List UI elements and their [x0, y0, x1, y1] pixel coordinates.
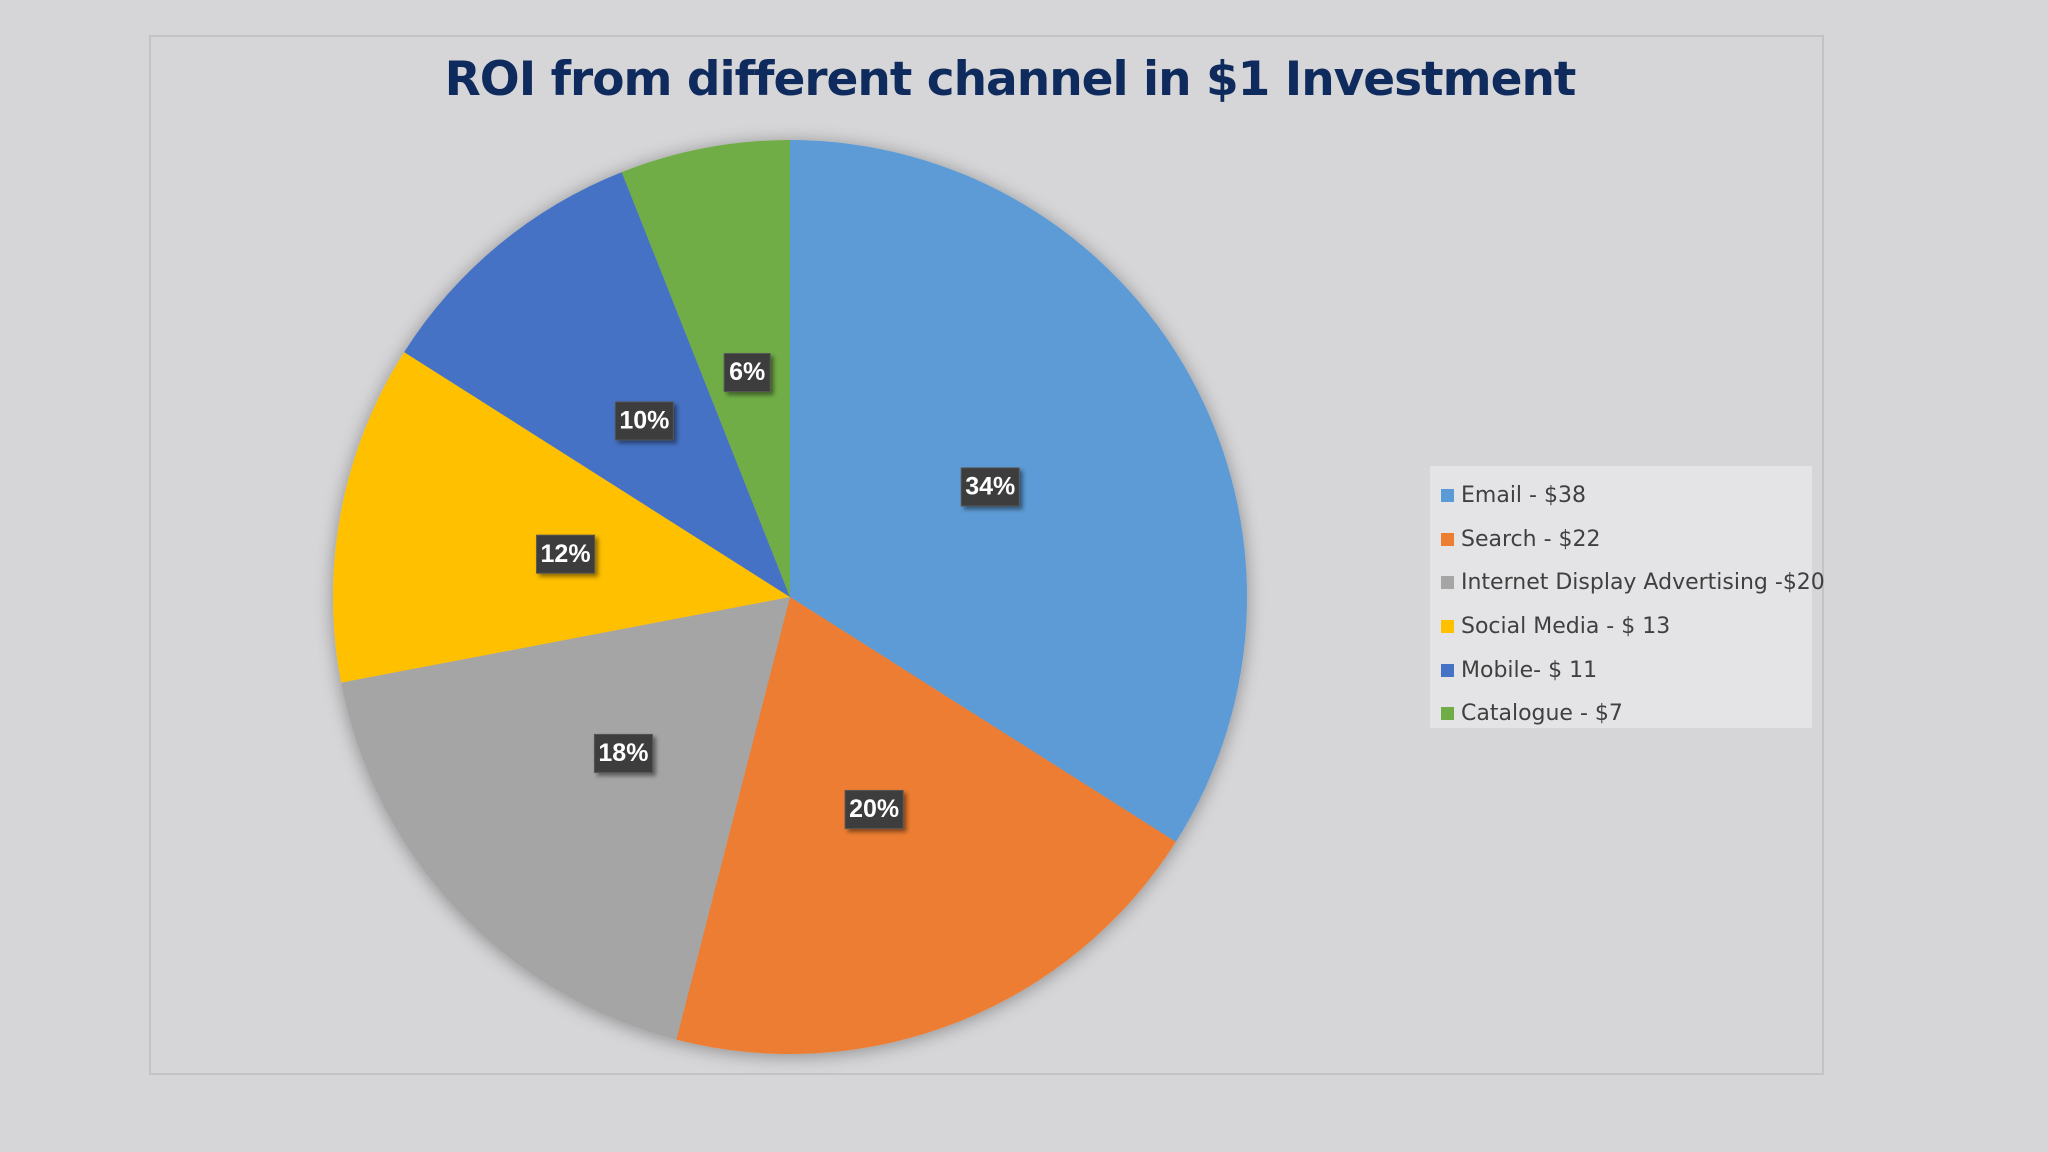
- data-label-box: [844, 789, 904, 829]
- legend-swatch: [1441, 620, 1454, 634]
- legend-item: Email - $38: [1430, 474, 1812, 518]
- legend-label: Search - $22: [1461, 526, 1601, 552]
- data-label-text: 12%: [541, 540, 591, 568]
- legend-label: Catalogue - $7: [1461, 701, 1623, 727]
- pie-slice-mobile: [404, 172, 790, 597]
- data-label-box: [593, 733, 653, 773]
- data-label-email: 34%: [960, 467, 1020, 507]
- data-label-box: [960, 467, 1020, 507]
- data-label-social-media: 12%: [536, 534, 596, 574]
- legend-swatch: [1441, 576, 1454, 590]
- pie-slices: [333, 140, 1248, 1054]
- data-label-text: 6%: [729, 358, 765, 386]
- data-label-internet-display-advertising: 18%: [593, 733, 653, 773]
- legend-item: Internet Display Advertising -$20: [1430, 561, 1825, 605]
- data-label-text: 34%: [965, 473, 1015, 501]
- legend-label: Email - $38: [1461, 483, 1586, 509]
- data-label-text: 20%: [849, 795, 899, 823]
- pie-data-labels: 34% 20% 18% 12% 10% 6%: [536, 353, 1020, 829]
- data-label-box: [536, 534, 596, 574]
- data-label-catalogue: 6%: [723, 353, 771, 393]
- chart-title: ROI from different channel in $1 Investm…: [444, 52, 1577, 107]
- legend-item: Catalogue - $7: [1430, 692, 1812, 736]
- legend-label: Mobile- $ 11: [1461, 657, 1598, 683]
- legend-swatch: [1441, 663, 1454, 677]
- data-label-box: [614, 401, 674, 441]
- legend-swatch: [1441, 707, 1454, 721]
- pie-slice-internet-display-advertising: [341, 597, 790, 1040]
- legend-item: Search - $22: [1430, 518, 1812, 562]
- pie-slice-search: [676, 597, 1176, 1054]
- legend-item: Mobile- $ 11: [1430, 648, 1812, 692]
- data-label-box: [723, 353, 771, 393]
- legend-label: Social Media - $ 13: [1461, 614, 1671, 640]
- data-label-text: 10%: [619, 407, 669, 435]
- legend-swatch: [1441, 489, 1454, 503]
- legend-label: Internet Display Advertising -$20: [1461, 570, 1825, 596]
- chart-legend: Email - $38 Search - $22 Internet Display …: [1430, 466, 1825, 728]
- data-label-text: 18%: [598, 739, 648, 767]
- data-label-search: 20%: [844, 789, 904, 829]
- legend-swatch: [1441, 532, 1454, 546]
- pie-slice-social-media: [333, 352, 790, 683]
- legend-item: Social Media - $ 13: [1430, 605, 1812, 649]
- pie-slice-catalogue: [621, 140, 790, 597]
- data-label-mobile: 10%: [614, 401, 674, 441]
